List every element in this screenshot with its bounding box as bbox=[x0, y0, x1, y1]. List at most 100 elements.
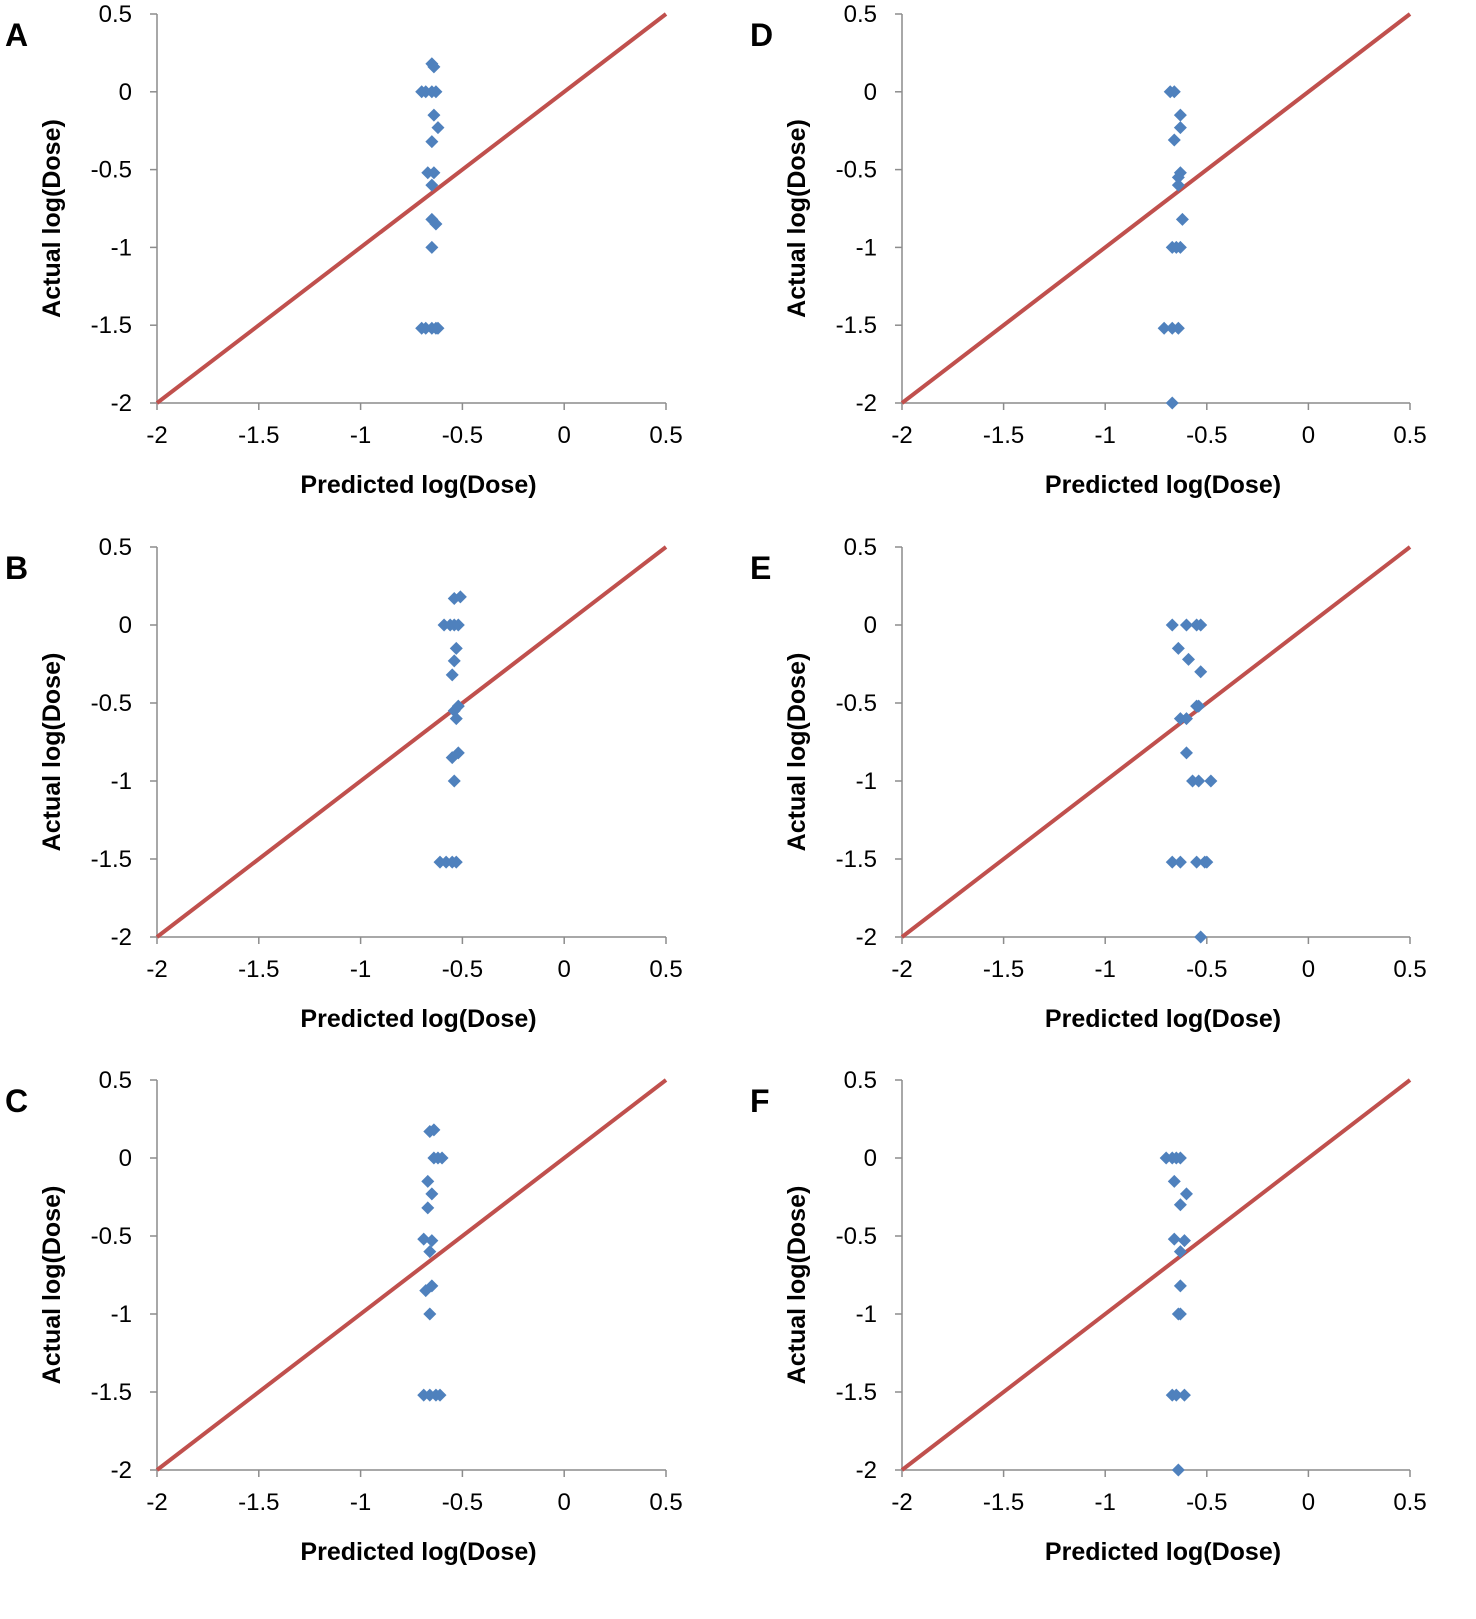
y-tick-label: 0 bbox=[119, 612, 132, 639]
data-point bbox=[427, 60, 441, 74]
data-point bbox=[1169, 1388, 1183, 1402]
y-tick-label: -1 bbox=[111, 1301, 132, 1328]
data-point bbox=[431, 121, 445, 135]
x-tick-label: -1 bbox=[350, 422, 371, 449]
identity-line bbox=[900, 12, 1412, 405]
panel-letter: E bbox=[750, 550, 771, 586]
data-point bbox=[449, 641, 463, 655]
y-tick-label: -1 bbox=[856, 234, 877, 261]
identity-line bbox=[900, 1078, 1412, 1472]
y-axis-label: Actual log(Dose) bbox=[38, 119, 66, 318]
data-point bbox=[1200, 855, 1214, 869]
y-axis-label: Actual log(Dose) bbox=[38, 653, 66, 852]
x-axis-label: Predicted log(Dose) bbox=[300, 1005, 536, 1033]
data-point bbox=[1171, 178, 1185, 192]
data-point bbox=[1192, 699, 1206, 713]
data-point bbox=[425, 1234, 439, 1248]
y-tick-label: 0 bbox=[864, 1145, 877, 1172]
y-tick-label: -0.5 bbox=[836, 1223, 877, 1250]
panel-e: E -2 -1.5 -1 -0.5 0 0.5 0.5 0 -0.5 -1 -1.5 -2 Predict… bbox=[750, 534, 1427, 1033]
data-point bbox=[1171, 1463, 1185, 1477]
y-tick-label: 0.5 bbox=[99, 534, 132, 561]
x-tick-label: -2 bbox=[891, 1489, 912, 1516]
x-tick-label: 0.5 bbox=[1393, 956, 1426, 983]
data-point bbox=[417, 1232, 431, 1246]
x-tick-label: 0.5 bbox=[1393, 422, 1426, 449]
data-point bbox=[431, 321, 445, 335]
data-point bbox=[429, 217, 443, 231]
data-point bbox=[1173, 108, 1187, 122]
y-tick-label: -0.5 bbox=[91, 157, 132, 184]
x-tick-label: -2 bbox=[146, 1489, 167, 1516]
y-tick-label: -1 bbox=[856, 1301, 877, 1328]
data-point bbox=[427, 166, 441, 180]
panel-letter: A bbox=[5, 17, 28, 53]
y-tick-label: -2 bbox=[111, 924, 132, 951]
x-tick-label: 0 bbox=[1302, 1489, 1315, 1516]
y-tick-label: -1.5 bbox=[836, 312, 877, 339]
x-tick-label: 0.5 bbox=[1393, 1489, 1426, 1516]
data-point bbox=[1175, 212, 1189, 226]
panel-letter: F bbox=[750, 1083, 770, 1119]
y-tick-label: -1 bbox=[856, 768, 877, 795]
data-point bbox=[1171, 321, 1185, 335]
data-point bbox=[1182, 652, 1196, 666]
y-axis-label: Actual log(Dose) bbox=[783, 1186, 811, 1385]
data-point bbox=[1179, 1187, 1193, 1201]
data-point bbox=[427, 1123, 441, 1137]
data-point bbox=[1192, 774, 1206, 788]
x-axis-label: Predicted log(Dose) bbox=[1045, 1538, 1281, 1566]
data-point bbox=[445, 751, 459, 765]
x-tick-label: 0 bbox=[1302, 422, 1315, 449]
x-tick-label: -0.5 bbox=[1186, 422, 1227, 449]
x-tick-label: -2 bbox=[146, 422, 167, 449]
y-tick-label: -1.5 bbox=[91, 1379, 132, 1406]
x-tick-label: -1 bbox=[350, 956, 371, 983]
y-tick-label: 0.5 bbox=[844, 1, 877, 28]
data-point bbox=[1179, 712, 1193, 726]
y-tick-label: -2 bbox=[856, 1457, 877, 1484]
data-point bbox=[447, 774, 461, 788]
x-tick-label: -0.5 bbox=[442, 1489, 483, 1516]
data-point bbox=[1165, 618, 1179, 632]
x-tick-label: 0 bbox=[558, 422, 571, 449]
data-point bbox=[449, 712, 463, 726]
data-point bbox=[1173, 1198, 1187, 1212]
data-point bbox=[453, 590, 467, 604]
panel-b: B -2 -1.5 -1 -0.5 0 0.5 0.5 0 -0.5 -1 -1.5 -2 Predict… bbox=[5, 534, 683, 1033]
data-point bbox=[1173, 121, 1187, 135]
data-point bbox=[1157, 321, 1171, 335]
data-point bbox=[419, 1284, 433, 1298]
y-tick-label: 0.5 bbox=[844, 1067, 877, 1094]
x-tick-label: -2 bbox=[891, 956, 912, 983]
data-point bbox=[1194, 618, 1208, 632]
data-point bbox=[433, 1388, 447, 1402]
panel-letter: C bbox=[5, 1083, 28, 1119]
y-tick-label: -1.5 bbox=[836, 1379, 877, 1406]
y-tick-label: -2 bbox=[856, 390, 877, 417]
x-tick-label: -1.5 bbox=[983, 1489, 1024, 1516]
x-tick-label: -1.5 bbox=[238, 956, 279, 983]
panel-a: A -2 -1.5 -1 -0.5 0 0.5 0.5 0 -0.5 -1 -1.5 -2 Predict… bbox=[5, 1, 683, 499]
data-point bbox=[1179, 618, 1193, 632]
data-point bbox=[1173, 1279, 1187, 1293]
y-axis-label: Actual log(Dose) bbox=[783, 653, 811, 852]
y-tick-label: 0.5 bbox=[844, 534, 877, 561]
y-tick-label: 0 bbox=[864, 612, 877, 639]
data-point bbox=[1167, 133, 1181, 147]
x-tick-label: 0 bbox=[1302, 956, 1315, 983]
x-tick-label: -0.5 bbox=[442, 422, 483, 449]
data-point bbox=[1179, 746, 1193, 760]
y-tick-label: 0.5 bbox=[99, 1, 132, 28]
data-point bbox=[425, 240, 439, 254]
x-tick-label: -0.5 bbox=[442, 956, 483, 983]
y-tick-label: -2 bbox=[111, 390, 132, 417]
data-point bbox=[1165, 396, 1179, 410]
data-point bbox=[1173, 855, 1187, 869]
data-point bbox=[1173, 1245, 1187, 1259]
y-tick-label: 0 bbox=[119, 79, 132, 106]
panel-c: C -2 -1.5 -1 -0.5 0 0.5 0.5 0 -0.5 -1 -1.5 -2 Predict… bbox=[5, 1067, 683, 1566]
y-tick-label: 0 bbox=[864, 79, 877, 106]
x-tick-label: 0.5 bbox=[649, 422, 682, 449]
